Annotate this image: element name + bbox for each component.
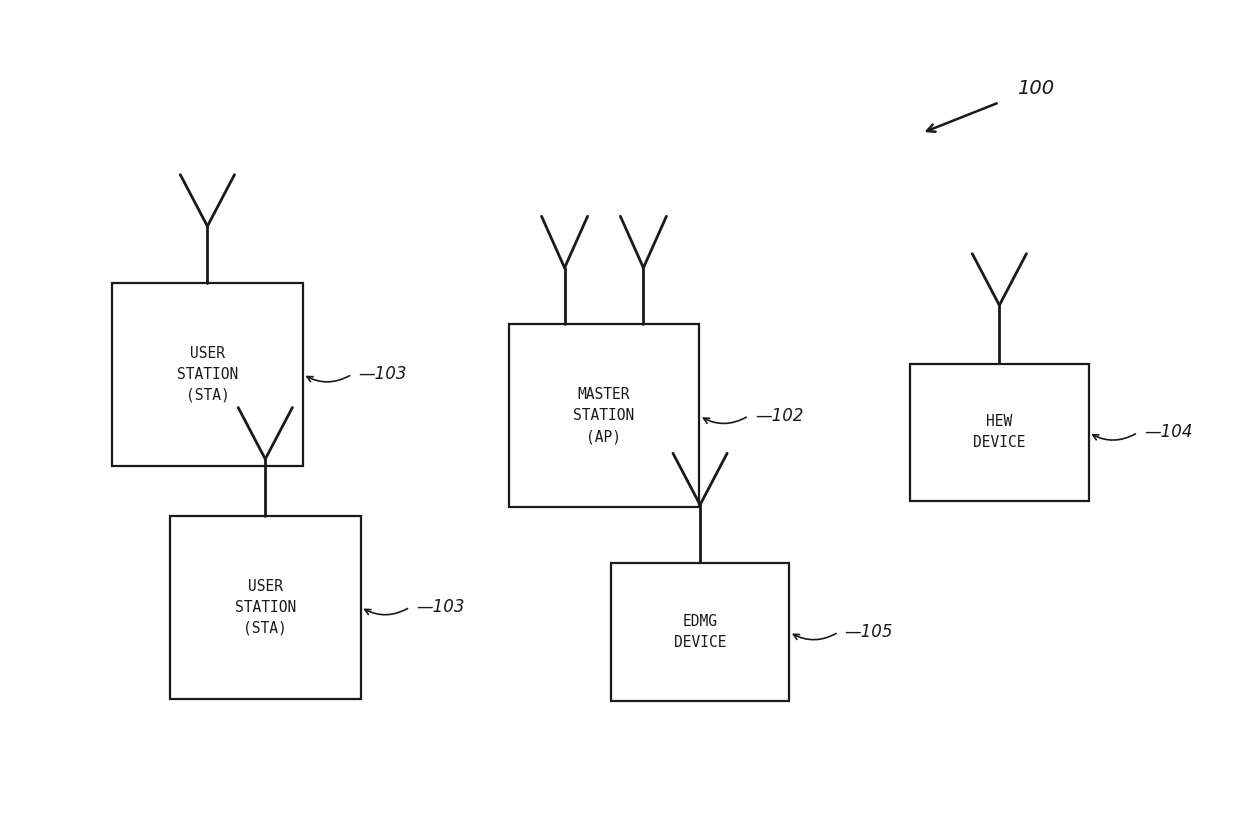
Text: —105: —105	[844, 623, 893, 641]
Text: —104: —104	[1145, 423, 1193, 442]
Text: —103: —103	[358, 365, 407, 383]
Bar	[170, 516, 361, 699]
Bar	[910, 364, 1089, 501]
Text: EDMG
DEVICE: EDMG DEVICE	[673, 614, 727, 650]
Text: —103: —103	[417, 598, 465, 616]
Bar	[611, 564, 790, 701]
Text: 100: 100	[1017, 79, 1054, 98]
Text: MASTER
STATION
(AP): MASTER STATION (AP)	[573, 387, 635, 444]
Text: USER
STATION
(STA): USER STATION (STA)	[177, 346, 238, 402]
Text: HEW
DEVICE: HEW DEVICE	[973, 414, 1025, 450]
Bar	[508, 324, 699, 507]
Bar	[112, 283, 303, 465]
Text: USER
STATION
(STA): USER STATION (STA)	[234, 579, 296, 636]
Text: —102: —102	[755, 407, 804, 425]
